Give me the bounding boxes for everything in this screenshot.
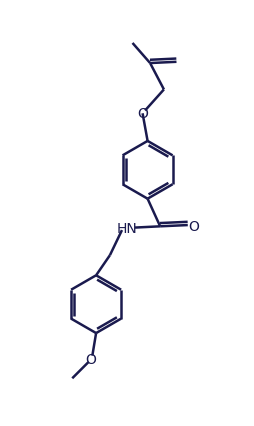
- Text: O: O: [85, 353, 96, 367]
- Text: HN: HN: [117, 221, 137, 235]
- Text: O: O: [187, 220, 198, 234]
- Text: O: O: [137, 107, 147, 121]
